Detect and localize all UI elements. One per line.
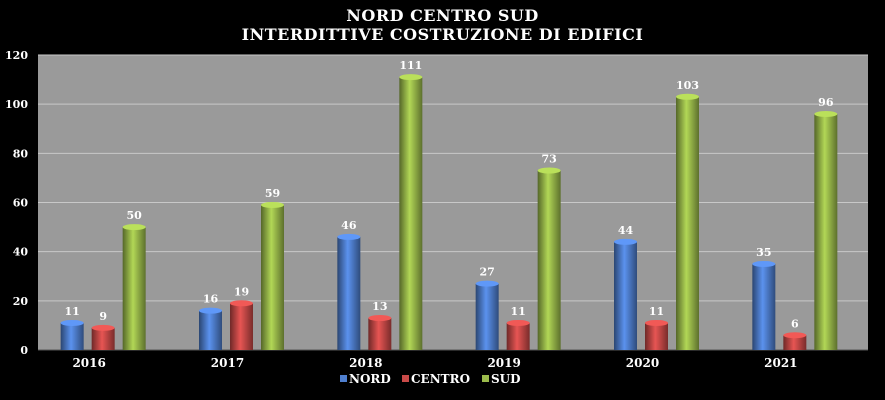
bar-top-centro-2020 (645, 319, 668, 326)
data-label-sud-2020: 103 (676, 79, 699, 92)
data-label-centro-2020: 11 (649, 305, 664, 318)
x-tick-label-2018: 2018 (349, 356, 382, 370)
data-label-nord-2017: 16 (203, 293, 219, 306)
data-label-nord-2018: 46 (341, 219, 357, 232)
bar-top-centro-2018 (368, 315, 392, 322)
bar-sud-2016 (122, 227, 146, 350)
bar-top-centro-2021 (783, 332, 807, 339)
bar-sud-2018 (399, 77, 423, 350)
bar-top-sud-2016 (122, 224, 146, 231)
data-label-centro-2017: 19 (234, 285, 249, 298)
bar-top-nord-2016 (60, 319, 84, 326)
bar-top-nord-2019 (475, 280, 499, 287)
y-tick-label: 40 (13, 246, 29, 259)
bar-nord-2021 (752, 263, 776, 350)
chart-subtitle: INTERDITTIVE COSTRUZIONE DI EDIFICI (241, 25, 644, 44)
data-label-nord-2019: 27 (480, 266, 495, 279)
bar-top-sud-2021 (814, 111, 838, 117)
chart-title: NORD CENTRO SUD (346, 6, 539, 25)
x-tick-label-2017: 2017 (211, 356, 244, 370)
legend-swatch-nord (340, 375, 347, 382)
y-tick-label: 80 (13, 147, 29, 160)
bar-centro-2018 (368, 318, 392, 350)
bar-top-centro-2016 (91, 324, 115, 331)
bar-top-nord-2017 (199, 307, 222, 314)
data-label-nord-2020: 44 (618, 224, 634, 237)
bar-sud-2020 (676, 96, 699, 351)
bar-centro-2019 (506, 322, 530, 350)
bar-top-sud-2020 (676, 93, 699, 100)
y-tick-label: 120 (5, 49, 28, 62)
x-tick-label-2021: 2021 (764, 356, 797, 370)
bar-top-nord-2018 (337, 233, 361, 240)
x-tick-label-2016: 2016 (72, 356, 105, 370)
bar-nord-2016 (60, 322, 84, 350)
legend-label-centro: CENTRO (411, 372, 470, 386)
bar-top-sud-2017 (261, 201, 284, 208)
data-label-centro-2021: 6 (791, 317, 799, 330)
bar-top-centro-2019 (506, 319, 530, 326)
bar-sud-2019 (537, 170, 561, 350)
data-label-sud-2018: 111 (399, 59, 422, 72)
data-label-sud-2021: 96 (818, 96, 834, 109)
x-tick-label-2019: 2019 (487, 356, 520, 370)
bar-centro-2017 (230, 303, 253, 350)
legend-swatch-sud (482, 375, 489, 382)
bar-centro-2016 (91, 327, 115, 350)
data-label-centro-2019: 11 (511, 305, 526, 318)
bar-sud-2017 (261, 204, 284, 350)
data-label-sud-2019: 73 (542, 153, 557, 166)
bar-nord-2017 (199, 310, 222, 350)
bar-sud-2021 (814, 114, 838, 350)
legend-label-sud: SUD (491, 372, 521, 386)
x-tick-label-2020: 2020 (626, 356, 659, 370)
y-tick-label: 60 (13, 197, 29, 210)
data-label-centro-2016: 9 (99, 310, 107, 323)
data-label-sud-2016: 50 (127, 209, 143, 222)
bar-nord-2018 (337, 236, 361, 350)
legend-label-nord: NORD (349, 372, 391, 386)
y-tick-label: 20 (13, 295, 29, 308)
data-label-nord-2016: 11 (65, 305, 80, 318)
bar-top-sud-2018 (399, 74, 423, 81)
bar-nord-2019 (475, 283, 499, 350)
y-tick-label: 0 (20, 344, 28, 357)
data-label-nord-2021: 35 (756, 246, 771, 259)
bar-top-sud-2019 (537, 167, 561, 174)
bar-centro-2021 (783, 335, 807, 350)
y-tick-label: 100 (5, 98, 28, 111)
bar-nord-2020 (614, 241, 637, 350)
legend-swatch-centro (402, 375, 409, 382)
bar-top-nord-2021 (752, 260, 776, 267)
bar-centro-2020 (645, 322, 668, 350)
bar-top-nord-2020 (614, 238, 637, 245)
data-label-sud-2017: 59 (265, 187, 280, 200)
bar-top-centro-2017 (230, 300, 253, 307)
data-label-centro-2018: 13 (372, 300, 387, 313)
